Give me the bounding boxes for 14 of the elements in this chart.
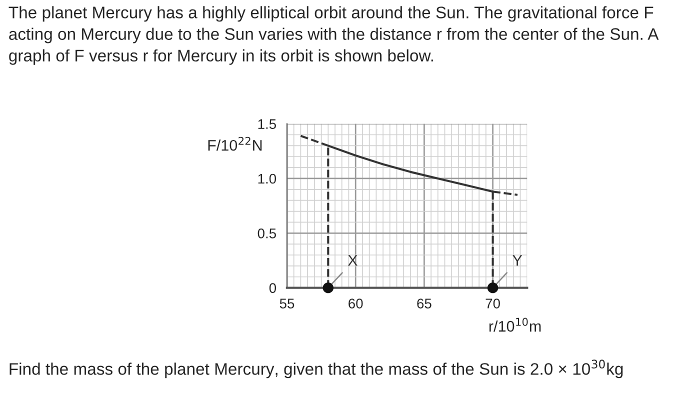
x-tick-label: 65 bbox=[417, 298, 432, 308]
x-tick-label: 55 bbox=[280, 298, 294, 308]
annotation: Y bbox=[512, 255, 522, 266]
x-tick-label: 70 bbox=[486, 298, 500, 308]
y-tick-label: 1.5 bbox=[258, 119, 276, 129]
y-tick-label: 0 bbox=[269, 283, 276, 293]
annotation: X bbox=[348, 255, 358, 266]
x-axis-title: r/10$^{10}$m bbox=[489, 318, 541, 332]
x-tick-label: 60 bbox=[348, 298, 363, 308]
y-axis-title: F/10$^{22}$N bbox=[208, 136, 262, 151]
y-tick-label: 0.5 bbox=[258, 228, 276, 238]
y-tick-label: 1.0 bbox=[258, 174, 276, 184]
chart-title: The planet Mercury has a highly elliptical orbit around the Sun. The gravitational force F acting on Mercury due to the Sun varies with the distance r from the center of the Sun. A graph of F versus r for Mercury in its orbit is shown below. bbox=[8, 6, 659, 65]
text: Find the mass of the planet Mercury, given that the mass of the Sun is 2.0 × 10$^{30}$kg bbox=[10, 360, 623, 378]
